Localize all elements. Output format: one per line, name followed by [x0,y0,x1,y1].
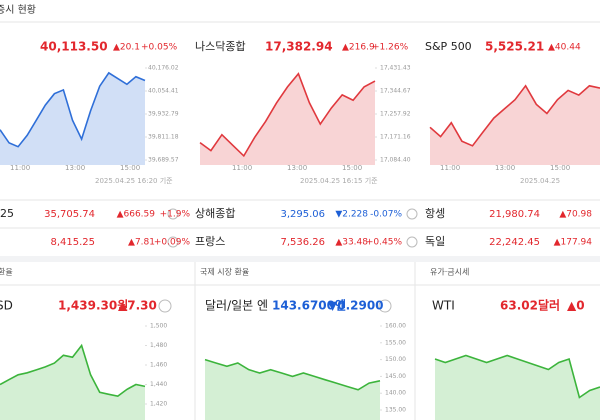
fx-name: 달러/일본 엔 [205,299,268,313]
quote-change: ▲70.98 [559,210,592,220]
x-tick-label: 11:00 [440,164,460,172]
timestamp: 2025.04.25 16:20 기준 [95,176,173,185]
quote-change: ▲666.59 [117,210,156,220]
quote-change: ▲33.48 [335,238,368,248]
y-tick-label: 17,257.92 [380,110,411,117]
y-tick-label: 17,344.67 [380,88,411,95]
price-line [429,84,600,147]
quote-change: ▲177.94 [554,238,593,248]
y-tick-label: 155.00 [385,339,406,346]
price-line [0,343,146,398]
index-rate: +1.26% [372,43,409,53]
quote-name: 25 [0,207,14,220]
info-icon[interactable] [158,299,172,313]
info-icon[interactable] [167,236,179,248]
y-tick-label: 1,480 [150,342,167,349]
area-fill [0,72,145,165]
quote-name: 프랑스 [195,235,225,248]
index-price: 5,525.21 [485,40,544,54]
area-fill [0,345,145,420]
y-tick-label: 17,084.40 [380,157,411,164]
y-tick-label: 17,171.16 [380,133,411,140]
info-icon[interactable] [167,208,179,220]
quote-name: 독일 [425,234,445,248]
x-tick-label: 15:00 [342,164,362,172]
timestamp: 2025.04.25 16:15 기준 [300,176,378,185]
y-tick-label: 1,420 [150,401,167,408]
fx-change: ▼0.2900 [328,299,384,313]
y-tick-label: 39,932.79 [148,111,179,118]
timestamp: 2025.04.25 [520,177,560,185]
section-title: 증시 현황 [0,4,36,16]
quote-price: 3,295.06 [280,209,325,220]
index-price: 40,113.50 [40,40,108,54]
y-tick-label: 1,440 [150,381,167,388]
info-icon[interactable] [406,236,418,248]
fx-price: 1,439.30원 [58,299,128,313]
y-tick-label: 1,500 [150,323,167,330]
y-tick-label: 39,811.18 [148,134,179,141]
y-tick-label: 135.00 [385,407,406,414]
info-icon[interactable] [378,299,392,313]
quote-name: 상해종합 [195,206,235,220]
section-title: 국제 시장 환율 [200,267,249,277]
x-tick-label: 15:00 [120,164,140,172]
x-tick-label: 11:00 [232,164,252,172]
y-tick-label: 1,460 [150,362,167,369]
section-gap [0,256,600,262]
section-title: 유가·금시세 [430,268,469,277]
quote-price: 22,242.45 [489,237,540,248]
price-line [199,72,376,158]
fx-change: ▲7.30 [118,299,157,313]
quote-rate: -0.07% [370,210,402,220]
area-fill [430,85,600,165]
y-tick-label: 40,054.41 [148,87,179,94]
y-tick-label: 40,176.02 [148,65,179,72]
fx-change: ▲0 [567,299,585,313]
section-title: 환율 [0,267,13,277]
x-tick-label: 13:00 [495,164,515,172]
price-line [434,354,600,399]
quote-price: 35,705.74 [44,209,95,220]
info-icon[interactable] [406,208,418,220]
quote-rate: +0.45% [366,238,403,248]
index-name: 나스닥종합 [195,40,246,53]
area-fill [435,355,600,420]
quote-rate: +0.09% [154,238,191,248]
index-price: 17,382.94 [265,40,333,54]
y-tick-label: 150.00 [385,356,406,363]
quote-change: ▼2.228 [335,210,368,220]
x-tick-label: 11:00 [10,164,30,172]
area-fill [205,359,380,420]
price-line [0,71,146,148]
quote-name: 항셍 [425,207,445,220]
quote-price: 21,980.74 [489,209,540,220]
fx-price: 63.02달러 [500,298,560,313]
index-change: ▲20.1 [113,43,140,53]
x-tick-label: 13:00 [287,164,307,172]
index-name: S&P 500 [425,40,472,53]
x-tick-label: 15:00 [550,164,570,172]
y-tick-label: 140.00 [385,390,406,397]
area-fill [200,73,375,165]
quote-rate: +1.9% [160,210,191,220]
x-tick-label: 13:00 [65,164,85,172]
y-tick-label: 160.00 [385,323,406,330]
fx-name: WTI [432,299,455,313]
y-tick-label: 39,689.57 [148,157,179,164]
fx-name: SD [0,299,13,313]
y-tick-label: 145.00 [385,373,406,380]
y-tick-label: 17,431.43 [380,65,411,72]
quote-change: ▲7.81 [128,238,155,248]
price-line [204,358,381,391]
index-rate: +0.05% [141,43,178,53]
quote-price: 7,536.26 [280,237,325,248]
fx-price: 143.6700엔 [272,298,346,313]
quote-price: 8,415.25 [50,237,95,248]
index-change: ▲216.9 [342,43,375,53]
index-change: ▲40.44 [548,43,581,53]
